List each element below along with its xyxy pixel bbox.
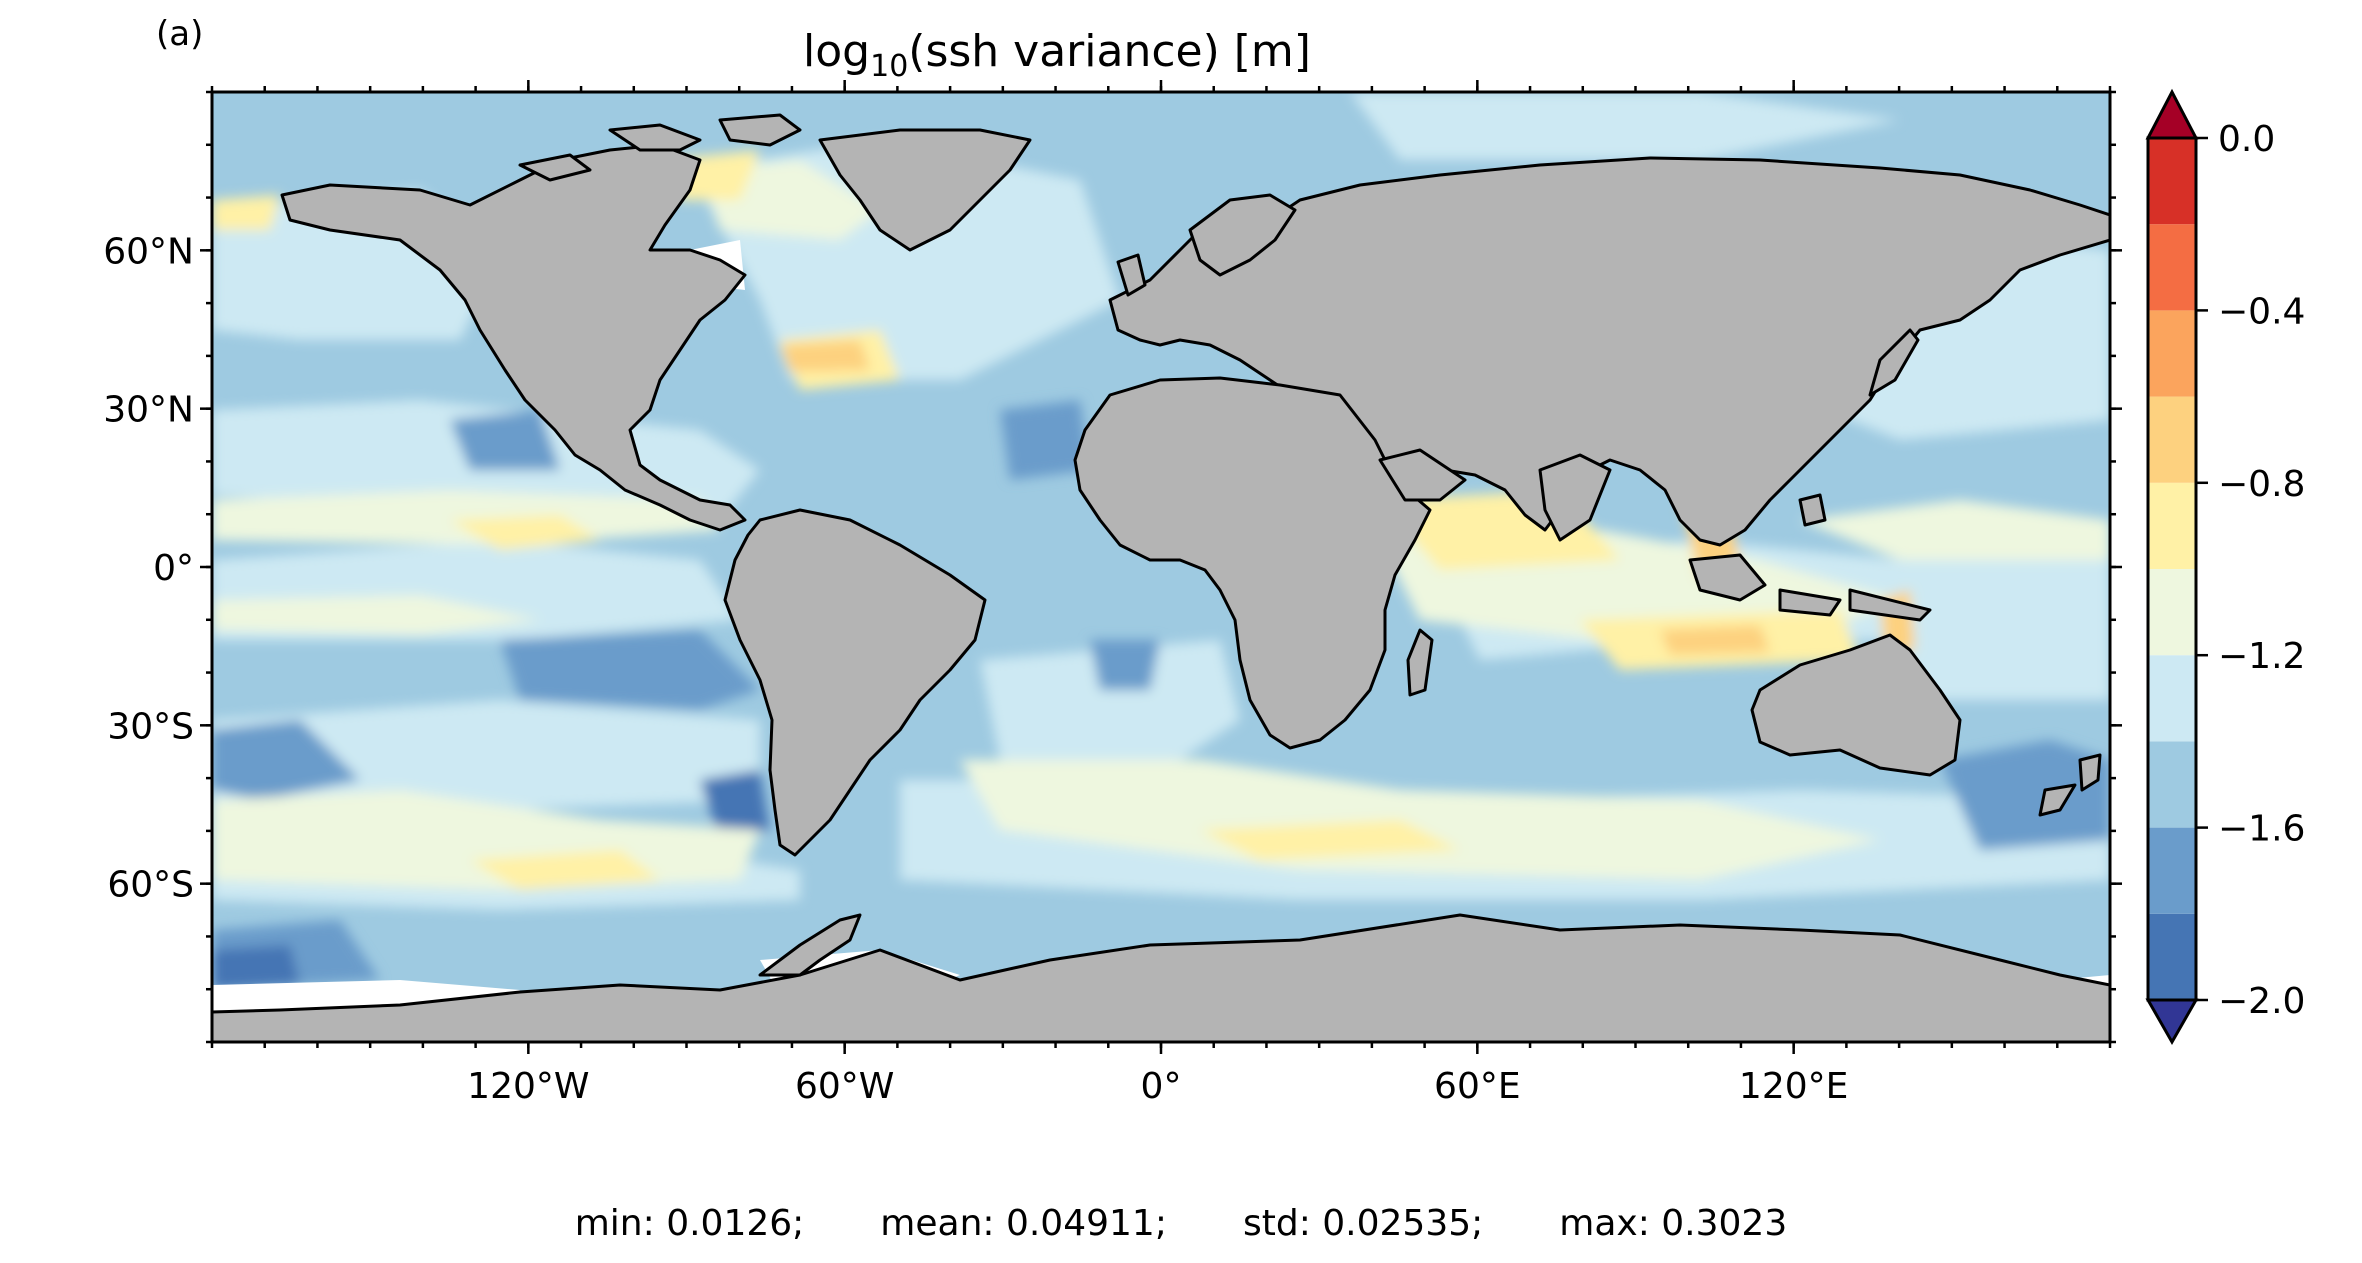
colorbar-tick-label: −0.4 [2218,291,2305,332]
colorbar-under-triangle [2145,998,2199,1046]
title-subscript: 10 [870,48,909,84]
stat-min: min: 0.0126; [574,1203,805,1244]
colorbar-segments [2148,138,2196,1000]
colorbar-tick-label: −1.2 [2218,636,2305,677]
colorbar-segment [2148,741,2196,828]
x-tick-labels: 120°W 60°W 0° 60°E 120°E [467,1066,1848,1107]
x-tick-label: 120°W [467,1066,589,1107]
y-tick-label: 30°S [107,706,194,747]
y-tick-label: 30°N [103,390,194,431]
map-title: log10(ssh variance) [m] [212,26,1902,84]
land-madagascar [1406,628,1434,697]
stats-line: min: 0.0126; mean: 0.04911; std: 0.02535; m… [0,1203,2362,1244]
stat-mean: mean: 0.04911; [880,1203,1167,1244]
colorbar-tick-label: 0.0 [2218,119,2275,160]
land-antarctic-peninsula [758,913,862,977]
title-suffix: (ssh variance) [m] [908,26,1311,77]
x-tick-label: 60°W [795,1066,894,1107]
colorbar-segment [2148,396,2196,483]
land-africa [1073,376,1432,750]
colorbar-segment [2148,138,2196,225]
y-tick-label: 60°N [103,231,194,272]
colorbar-segment [2148,655,2196,742]
colorbar-segment [2148,569,2196,656]
land-greenland [818,128,1032,252]
y-tick-label: 60°S [107,865,194,906]
colorbar-segment [2148,482,2196,569]
colorbar-tick-label: −1.6 [2218,809,2305,850]
y-tick-labels: 60°N 30°N 0° 30°S 60°S [103,231,194,905]
land-australia [1750,633,1962,777]
land-indonesia [1688,553,1767,602]
colorbar-ticks [2196,136,2208,1002]
land-japan [1868,328,1920,397]
colorbar-frame [2146,136,2198,1002]
x-tick-label: 60°E [1434,1066,1521,1107]
x-tick-label: 0° [1141,1066,1182,1107]
colorbar-tick-label: −0.8 [2218,464,2305,505]
land-south-america [723,508,987,857]
colorbar-segment [2148,827,2196,914]
land-new-zealand [2078,753,2102,792]
title-prefix: log [803,26,871,77]
colorbar-tick-labels: 0.0 −0.4 −0.8 −1.2 −1.6 −2.0 [2218,119,2305,1022]
land [212,113,2110,1042]
map-area [212,92,2110,1042]
stat-std: std: 0.02535; [1242,1203,1484,1244]
panel-label: (a) [156,14,204,54]
land-scandinavia [1188,193,1297,277]
land-british-isles [1116,253,1147,297]
colorbar-segment [2148,913,2196,1000]
y-tick-label: 0° [153,548,194,589]
colorbar-segment [2148,224,2196,311]
colorbar-segment [2148,310,2196,397]
stat-max: max: 0.3023 [1559,1203,1788,1244]
land-canadian-archipelago [608,123,702,152]
land-antarctica [212,913,2110,1042]
x-tick-label: 120°E [1739,1066,1848,1107]
colorbar-tick-label: −2.0 [2218,981,2305,1022]
colorbar-over-triangle [2145,88,2199,140]
colorbar: 0.0 −0.4 −0.8 −1.2 −1.6 −2.0 [2145,88,2305,1046]
axis-ticks [200,80,2122,1054]
